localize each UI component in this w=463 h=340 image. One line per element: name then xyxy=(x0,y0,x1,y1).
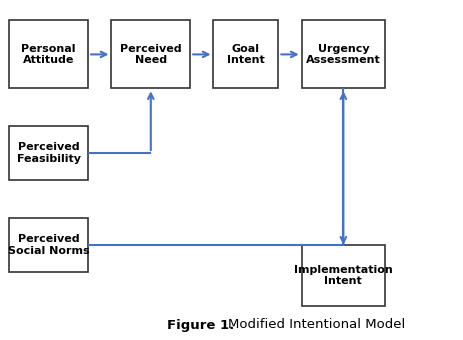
FancyBboxPatch shape xyxy=(9,20,88,88)
Text: Figure 1.: Figure 1. xyxy=(167,319,234,332)
FancyBboxPatch shape xyxy=(9,218,88,272)
Text: Perceived
Feasibility: Perceived Feasibility xyxy=(17,142,81,164)
FancyBboxPatch shape xyxy=(111,20,190,88)
FancyBboxPatch shape xyxy=(301,245,384,306)
FancyBboxPatch shape xyxy=(9,126,88,180)
Text: Personal
Attitude: Personal Attitude xyxy=(21,44,76,65)
Text: Modified Intentional Model: Modified Intentional Model xyxy=(211,319,405,332)
Text: Perceived
Need: Perceived Need xyxy=(120,44,181,65)
Text: Implementation
Intent: Implementation Intent xyxy=(294,265,392,286)
Text: Perceived
Social Norms: Perceived Social Norms xyxy=(8,234,89,256)
Text: Goal
Intent: Goal Intent xyxy=(226,44,264,65)
FancyBboxPatch shape xyxy=(213,20,278,88)
FancyBboxPatch shape xyxy=(301,20,384,88)
Text: Urgency
Assessment: Urgency Assessment xyxy=(305,44,380,65)
